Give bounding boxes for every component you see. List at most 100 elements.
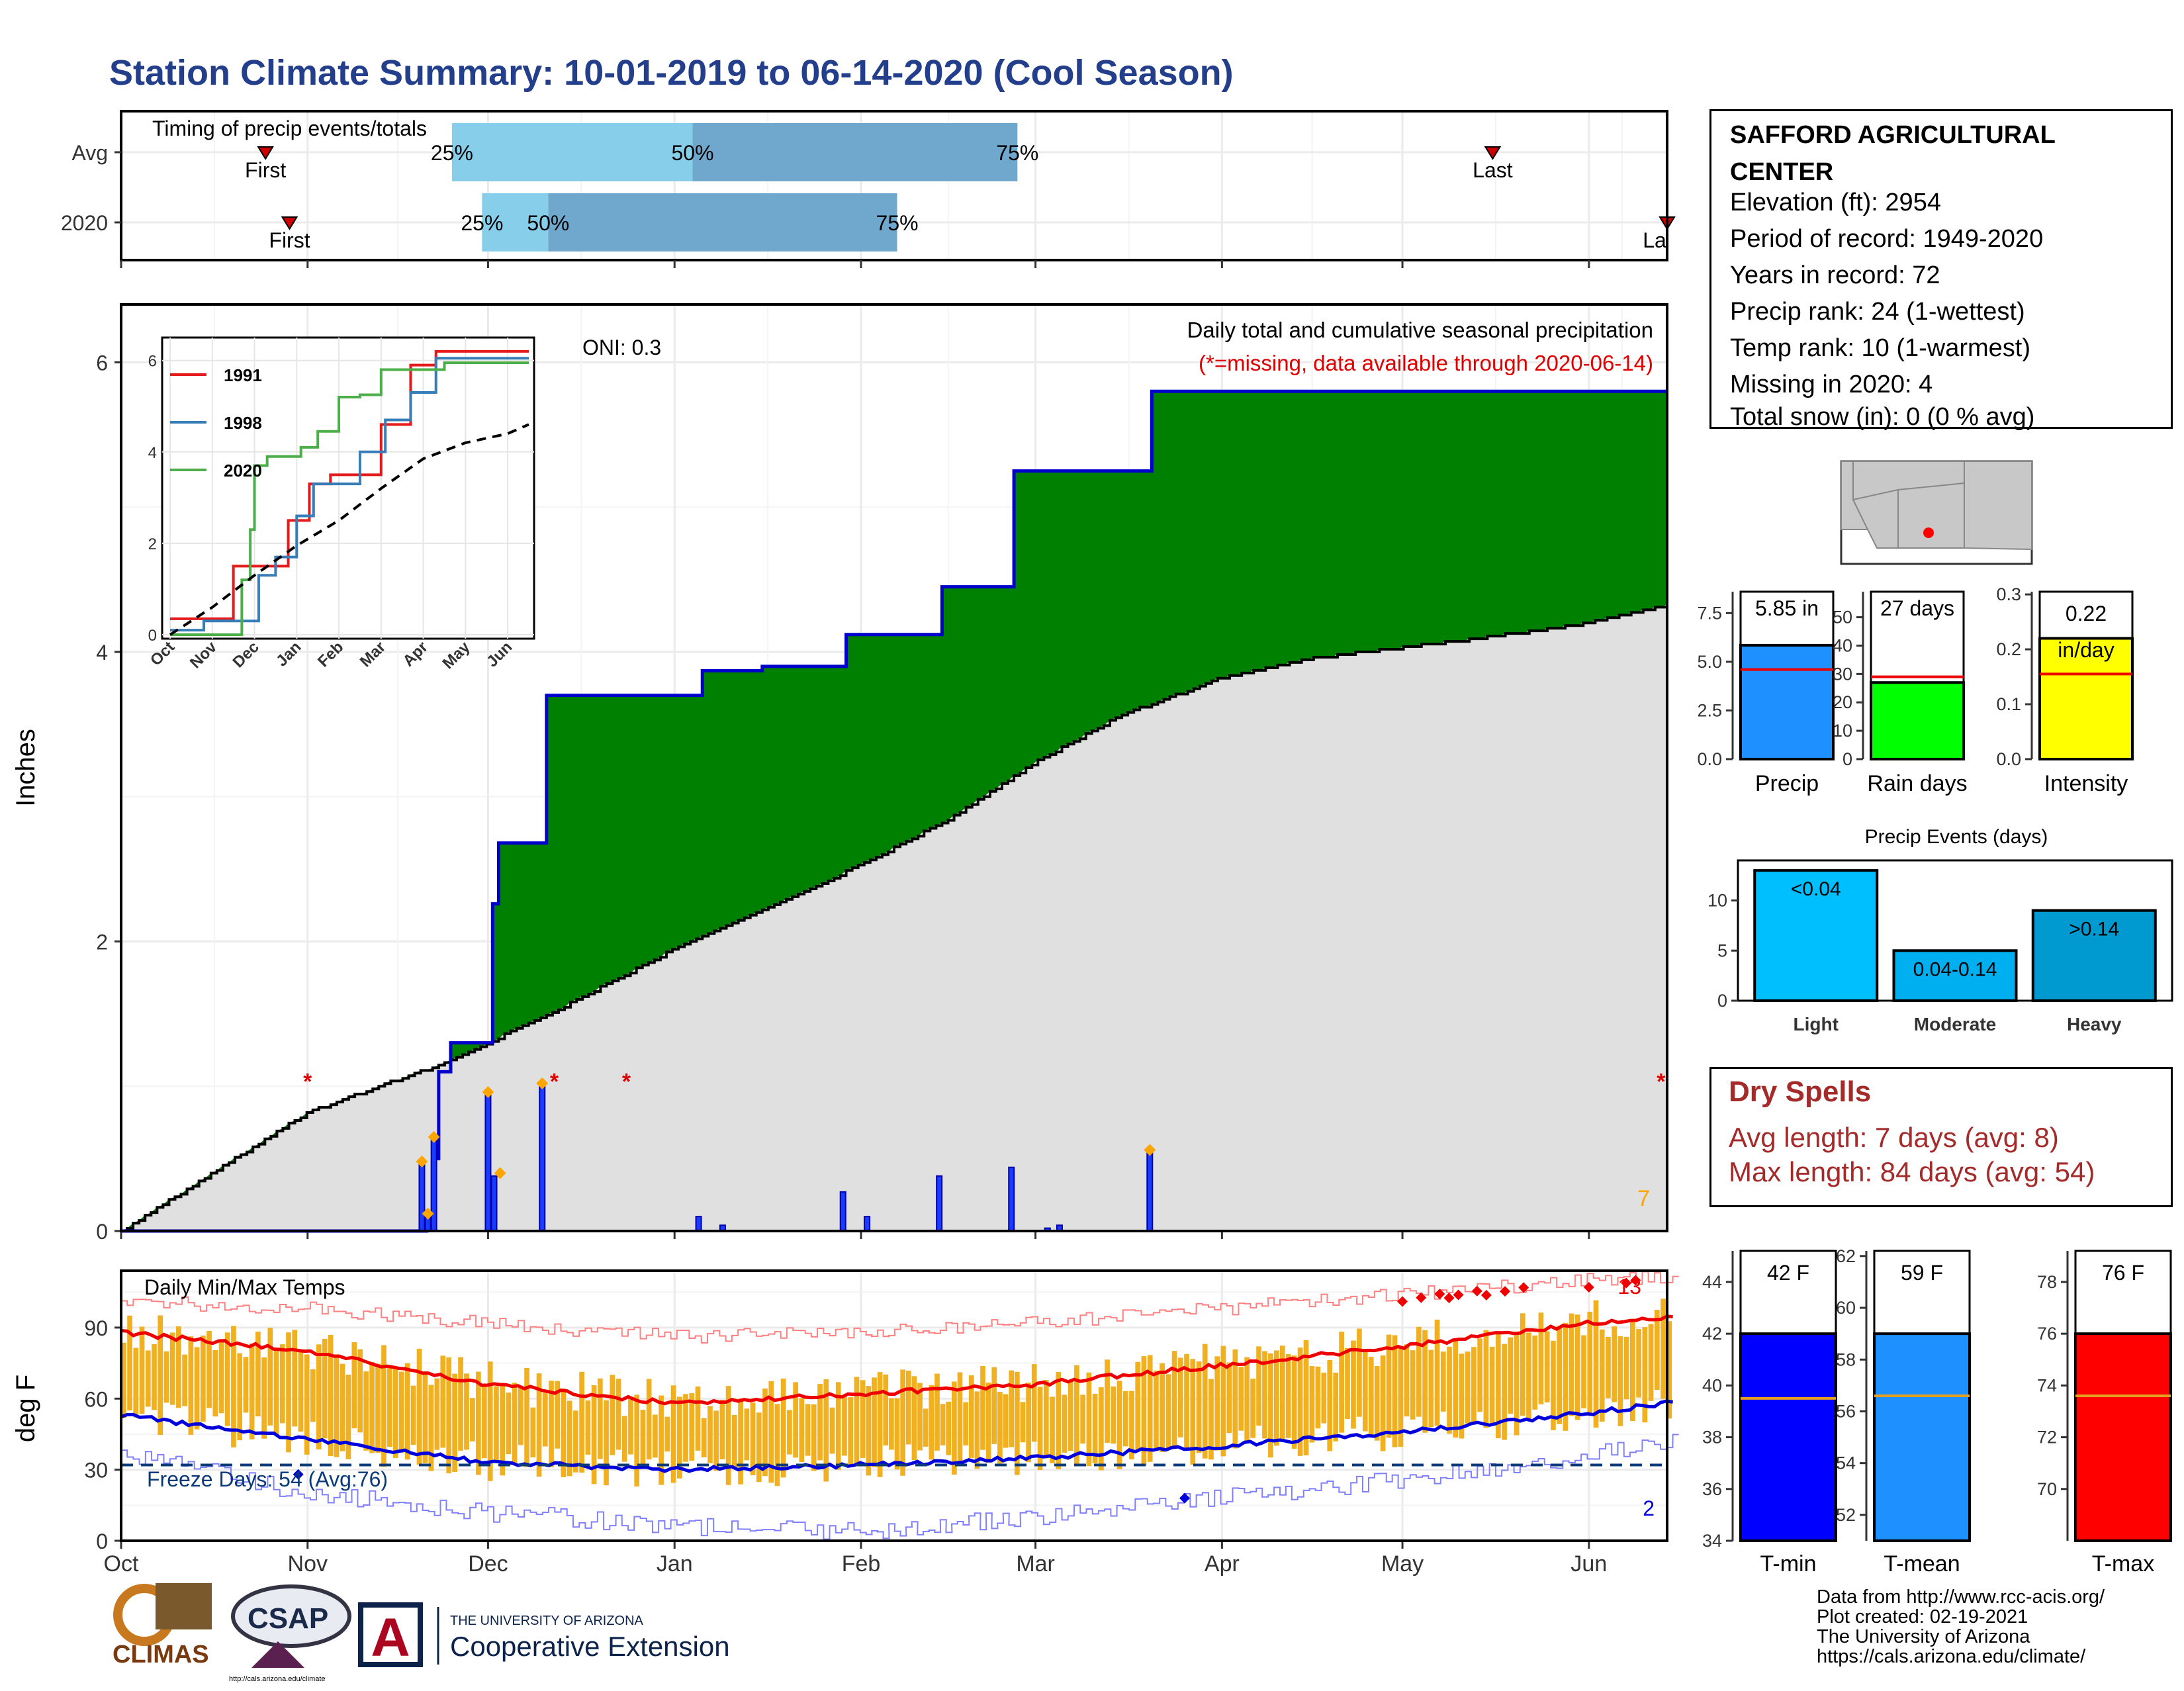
daily-temp-bar (1279, 1346, 1285, 1441)
daily-temp-bar (1453, 1338, 1459, 1438)
daily-temp-bar (1238, 1367, 1244, 1431)
daily-temp-bar (512, 1383, 518, 1463)
daily-temp-bar (169, 1332, 175, 1405)
summary-category-label: Rain days (1867, 771, 1967, 796)
summary-y-tick-label: 2.5 (1697, 700, 1722, 720)
daily-temp-bar (1398, 1347, 1404, 1447)
daily-temp-bar (1050, 1396, 1055, 1463)
daily-temp-bar (1116, 1381, 1122, 1469)
daily-temp-bar (917, 1383, 923, 1451)
daily-temp-bar (567, 1400, 572, 1477)
daily-temp-bar (422, 1371, 428, 1463)
summary-y-tick-label: 38 (1702, 1428, 1722, 1447)
timing-last-label: Last (1473, 158, 1513, 182)
daily-temp-bar (1043, 1379, 1049, 1459)
station-elevation: Elevation (ft): 2954 (1730, 189, 1941, 216)
daily-temp-bar (1226, 1362, 1232, 1434)
daily-temp-bar (1569, 1313, 1574, 1416)
inset-frame (161, 336, 535, 640)
record-high-point (1500, 1286, 1511, 1297)
daily-temp-bar (392, 1367, 398, 1459)
timing-q50-label: 50% (671, 141, 713, 165)
temp-summary-charts: 34 36 38 40 42 44 42 F T-min 52 54 56 58 60 62 59 F T-m… (1702, 1246, 2172, 1577)
daily-temp-bar (1404, 1344, 1410, 1417)
daily-temp-bar (1291, 1355, 1297, 1449)
daily-temp-bar (997, 1392, 1003, 1464)
daily-temp-bar (1074, 1365, 1079, 1466)
record-low-line (121, 1434, 1679, 1540)
timing-axis-ticks: Avg 2020 (61, 141, 1590, 268)
events-y-tick-label: 10 (1707, 891, 1727, 911)
inset-legend: 1991 1998 2020 (170, 365, 262, 480)
daily-temp-bar (823, 1379, 829, 1482)
daily-temp-bar (255, 1332, 261, 1417)
daily-temp-bar (1477, 1338, 1483, 1412)
summary-bar (2074, 1332, 2172, 1542)
extreme-precip-marker (1144, 1144, 1156, 1156)
daily-temp-bar (713, 1410, 719, 1471)
events-bar-label: 0.04-0.14 (1913, 958, 1997, 980)
daily-temp-bar (1520, 1313, 1525, 1416)
timing-rows: 25% 50% 75% First Last 25% 50% 75% First La (245, 141, 1676, 252)
summary-y-tick-label: 0.0 (1996, 749, 2021, 769)
daily-temp-bar (659, 1395, 664, 1485)
precip-description: Daily total and cumulative seasonal prec… (1187, 318, 1653, 342)
daily-temp-bar (1268, 1353, 1273, 1458)
daily-temp-bar (1031, 1364, 1037, 1442)
daily-precip-bar (430, 1136, 437, 1232)
daily-temp-bar (585, 1400, 591, 1455)
daily-temp-bar (416, 1348, 422, 1465)
timing-q25-label: 25% (461, 211, 503, 235)
daily-temp-bar (934, 1373, 940, 1451)
climas-logo-text: CLIMAS (113, 1641, 209, 1668)
daily-temp-bar (615, 1379, 621, 1450)
daily-temp-bar (1532, 1335, 1538, 1410)
daily-precip-bar (539, 1082, 546, 1232)
daily-temp-bar (1654, 1310, 1660, 1390)
daily-temp-bar (369, 1361, 375, 1453)
daily-temp-bar (1099, 1387, 1104, 1471)
daily-temp-bar (351, 1342, 357, 1429)
summary-y-tick-label: 70 (2037, 1479, 2057, 1499)
daily-temp-bar (328, 1334, 334, 1456)
daily-temp-bar (121, 1342, 126, 1418)
daily-temp-bar (1428, 1349, 1434, 1428)
summary-bar (1870, 681, 1965, 760)
credit-university: The University of Arizona (1817, 1626, 2030, 1647)
daily-temp-bar (905, 1370, 911, 1445)
precip-panel: * * * * 0 2 4 6 Inches ONI: 0.3 Daily total an… (11, 303, 1668, 1244)
daily-temp-bar (200, 1335, 206, 1422)
temp-panel-label: Daily Min/Max Temps (144, 1275, 345, 1299)
daily-temp-bar (1244, 1357, 1250, 1441)
daily-temp-bar (573, 1410, 578, 1473)
daily-temp-bar (194, 1347, 200, 1430)
daily-temp-bar (494, 1386, 499, 1463)
ua-logo-line1: THE UNIVERSITY OF ARIZONA (450, 1614, 644, 1628)
record-high-count: 13 (1617, 1275, 1641, 1299)
average-min-line (120, 1399, 1674, 1473)
daily-temp-bar (1309, 1365, 1315, 1443)
summary-y-tick-label: 20 (1833, 692, 1852, 712)
daily-precip-bar (1146, 1149, 1154, 1232)
daily-temp-bar (536, 1373, 542, 1477)
summary-y-tick-label: 54 (1836, 1453, 1856, 1473)
summary-y-tick-label: 40 (1702, 1375, 1722, 1395)
extreme-precip-marker (482, 1086, 494, 1098)
temp-summary-category-label: T-max (2092, 1551, 2154, 1577)
daily-temp-bar (1362, 1349, 1368, 1432)
inset-grid (162, 338, 534, 639)
summary-y-tick-label: 74 (2037, 1375, 2057, 1395)
daily-temp-bar (799, 1398, 805, 1462)
daily-temp-bar (1606, 1336, 1611, 1398)
summary-y-tick-label: 40 (1833, 635, 1852, 655)
daily-temp-bar (579, 1371, 584, 1473)
record-high-point (1480, 1289, 1492, 1301)
daily-temp-bar (476, 1371, 481, 1475)
csap-logo-url: http://cals.arizona.edu/climate (229, 1675, 326, 1683)
daily-temp-bar (762, 1388, 768, 1477)
temp-x-tick-label: Jun (1570, 1551, 1607, 1577)
daily-temp-bar (923, 1408, 929, 1447)
location-map (1840, 460, 2033, 565)
daily-temp-bar (446, 1357, 452, 1474)
daily-temp-bar (249, 1343, 255, 1440)
